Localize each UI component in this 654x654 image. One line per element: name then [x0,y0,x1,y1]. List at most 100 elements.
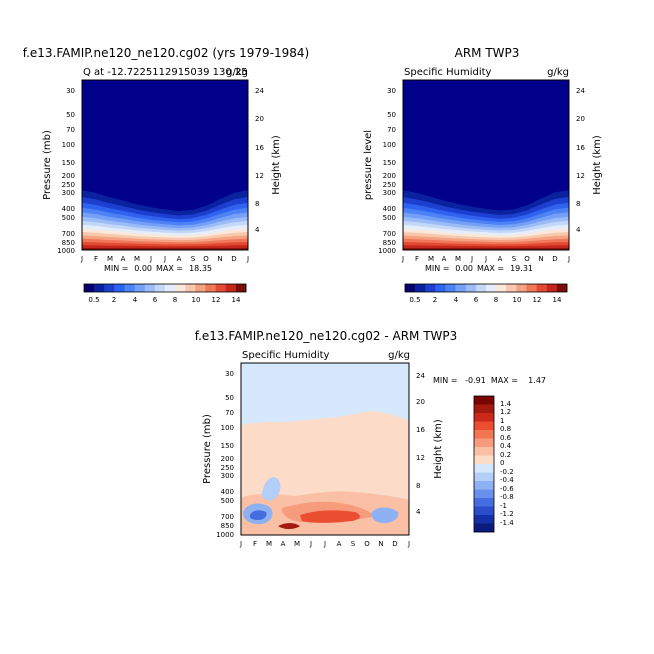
difference-colorbar-label: -1 [500,502,507,510]
difference-month-tick: M [294,540,300,548]
model-colorbar-label: 12 [212,296,221,304]
model-colorbar: 0.5 2 4 6 8 10 12 14 [83,283,247,304]
difference-colorbar-label: 1.2 [500,408,511,416]
colorbar-swatch [516,284,527,292]
observed-month-tick: J [484,255,487,263]
difference-pressure-tick: 30 [225,370,234,378]
observed-pressure-tick: 200 [383,172,396,180]
difference-colorbar: 1.4 1.2 1 0.8 0.6 0.4 0.2 0 -0.2 -0.4 -0… [473,395,514,533]
difference-pressure-tick: 1000 [216,531,234,539]
observed-pressure-tick: 30 [387,87,396,95]
observed-max-value: 19.31 [510,264,533,273]
observed-colorbar-label: 6 [474,296,479,304]
model-max-value: 18.35 [189,264,212,273]
colorbar-swatch [536,284,548,292]
colorbar-swatch [405,284,416,292]
model-pressure-tick: 300 [62,189,75,197]
colorbar-swatch [154,284,166,292]
difference-minmax: MIN = -0.91 MAX = 1.47 [433,376,546,385]
colorbar-swatch [486,284,497,292]
difference-height-tick: 12 [416,454,425,462]
difference-moist-peak [300,510,360,523]
difference-colorbar-label: 0.8 [500,425,511,433]
observed-colorbar: 0.5 2 4 6 8 10 12 14 [404,283,568,304]
model-colorbar-swatches [84,284,247,292]
observed-pressure-tick: 250 [383,181,396,189]
observed-height-axis-label: Height (km) [592,135,603,195]
observed-month-tick: A [498,255,503,263]
colorbar-swatch [474,515,494,524]
observed-pressure-axis-label: pressure level [363,130,374,200]
model-pressure-tick: 150 [62,159,75,167]
difference-pressure-tick: 50 [225,394,234,402]
model-plot-area [81,79,249,251]
model-pressure-ticks: 30 50 70 100 150 200 250 300 400 500 700… [57,87,75,255]
difference-pressure-tick: 200 [221,455,234,463]
model-subtitle: Q at -12.7225112915039 130.25 [83,67,248,78]
observed-month-tick: M [428,255,434,263]
observed-pressure-tick: 850 [383,239,396,247]
model-height-tick: 8 [255,200,259,208]
difference-colorbar-label: 1.4 [500,400,512,408]
model-month-tick: M [107,255,113,263]
difference-dry-upper [262,477,281,501]
model-month-tick: M [134,255,140,263]
model-plot-frame [81,79,249,251]
difference-height-axis-label: Height (km) [433,419,444,479]
model-month-tick: A [121,255,126,263]
difference-colorbar-swatches [474,396,494,533]
model-height-tick: 20 [255,115,264,123]
model-month-tick: F [94,255,98,263]
colorbar-swatch [134,284,146,292]
observed-month-tick: F [415,255,419,263]
model-pressure-tick: 30 [66,87,75,95]
observed-subtitle: Specific Humidity [404,67,492,78]
colorbar-swatch [114,284,125,292]
observed-panel: ARM TWP3 Specific Humidity g/kg pressure… [363,46,603,304]
colorbar-swatch [474,438,494,448]
model-height-tick: 4 [255,226,260,234]
difference-pressure-tick: 400 [221,488,234,496]
model-pressure-tick: 500 [62,214,75,222]
colorbar-swatch [225,284,237,292]
model-month-tick: D [231,255,236,263]
model-min-value: 0.00 [134,264,152,273]
model-pressure-tick: 100 [62,141,75,149]
difference-colorbar-label: -1.4 [500,519,514,527]
model-height-tick: 12 [255,172,264,180]
difference-colorbar-frame [473,395,495,533]
difference-colorbar-label: 0.2 [500,451,511,459]
model-month-tick: J [163,255,166,263]
colorbar-swatch [185,284,196,292]
colorbar-swatch [84,284,95,292]
model-month-tick: O [203,255,209,263]
difference-month-tick: N [378,540,383,548]
difference-month-tick: D [392,540,397,548]
difference-colorbar-label: -0.8 [500,493,514,501]
observed-colorbar-swatches [405,284,568,292]
model-colorbar-label: 2 [112,296,116,304]
difference-panel: f.e13.FAMIP.ne120_ne120.cg02 - ARM TWP3 … [195,329,546,548]
colorbar-swatch [175,284,186,292]
colorbar-swatch [165,284,176,292]
observed-contour-bands [403,190,569,250]
difference-pressure-tick: 70 [225,409,234,417]
colorbar-swatch [474,464,494,473]
model-pressure-tick: 70 [66,126,75,134]
difference-month-tick: F [253,540,257,548]
observed-min-label: MIN = [425,264,450,273]
colorbar-swatch [474,472,494,482]
difference-height-tick: 24 [416,372,425,380]
observed-pressure-tick: 150 [383,159,396,167]
observed-month-tick: J [567,255,570,263]
colorbar-swatch [474,481,494,490]
model-min-label: MIN = [104,264,129,273]
model-pressure-axis-label: Pressure (mb) [42,130,53,200]
model-colorbar-label: 10 [192,296,201,304]
difference-month-ticks: J F M A M J J A S O N D J [239,540,410,548]
colorbar-swatch [474,455,494,465]
observed-height-tick: 24 [576,87,585,95]
difference-month-tick: J [407,540,410,548]
colorbar-swatch [435,284,446,292]
